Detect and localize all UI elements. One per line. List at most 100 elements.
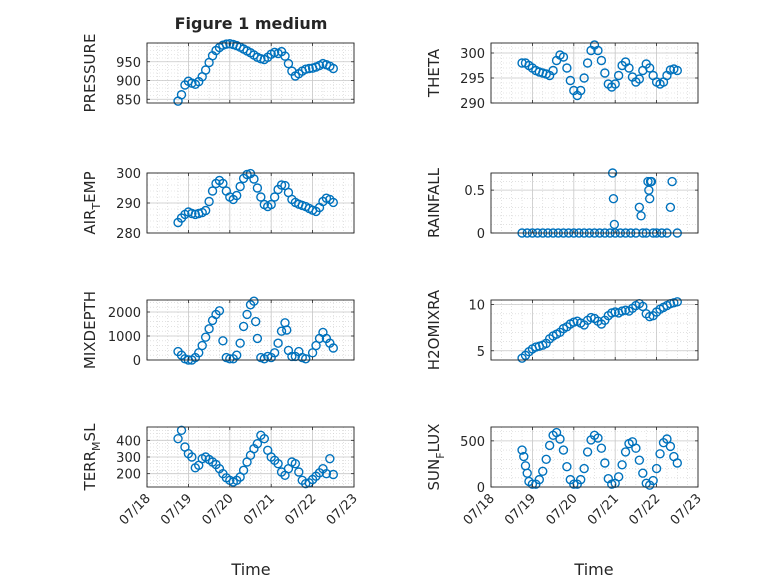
y-tick-label: 850 [116,93,141,108]
data-point [634,202,645,212]
data-point [519,451,529,462]
data-point [290,458,301,469]
data-point [321,468,332,479]
data-point [527,479,538,489]
data-point [665,202,676,212]
data-point [582,58,593,68]
data-point [238,321,249,332]
data-point [624,63,634,73]
data-point [197,340,207,351]
data-point [562,461,572,472]
ylabel-rainfall: RAINFALL [425,167,443,238]
data-point [538,466,548,477]
data-point [304,63,314,74]
data-point [672,65,682,76]
data-point [276,326,287,336]
data-point [231,350,242,360]
data-point [548,65,558,76]
data-point [617,460,627,470]
data-point [600,458,610,468]
data-point [194,348,204,358]
data-point [173,433,183,444]
y-tick-label: 500 [460,435,485,450]
ylabel-terr-msl: TERRMSL [81,423,103,492]
data-point [608,194,619,204]
data-point [269,348,280,358]
data-point [544,440,555,451]
data-point [569,479,579,489]
figure-title: Figure 1 medium [175,14,328,33]
data-point [667,176,677,187]
data-point [282,325,292,335]
data-point [593,433,603,443]
panel-mixdepth: 0 1000 2000 MIXDEPTH [81,291,355,369]
data-point [576,85,586,96]
data-point [328,343,338,353]
data-point [294,467,304,477]
data-point [662,434,672,444]
data-point [218,178,228,189]
data-point [645,63,655,73]
y-tick-label: 300 [116,167,141,182]
y-tick-label: 290 [116,197,141,212]
y-tick-label: 400 [116,434,141,449]
data-point [534,474,544,485]
data-point [638,301,648,312]
ylabel-pressure: PRESSURE [81,34,99,113]
data-point [249,296,259,306]
data-point [325,453,335,464]
data-point [235,338,245,348]
data-point [600,68,610,78]
data-point [269,192,280,202]
data-point [273,458,283,469]
data-point [259,433,269,444]
data-point [562,63,572,73]
data-point [280,51,290,61]
data-point [301,354,311,364]
y-tick-label: 5 [477,345,485,360]
data-point [204,324,214,334]
data-point [648,475,658,486]
data-point [204,196,214,207]
data-point [311,340,321,351]
y-tick-label: 0.5 [464,184,485,199]
y-tick-label: 1000 [108,330,141,345]
y-tick-label: 200 [116,468,141,483]
y-tick-label: 280 [116,227,141,242]
data-point [252,183,263,193]
data-point [218,336,228,346]
y-tick-label: 295 [460,72,485,87]
data-point [646,176,657,187]
data-point [596,55,607,66]
data-point [638,468,648,478]
data-point [579,73,589,83]
data-point [593,45,603,56]
data-point [555,434,565,444]
data-point [176,425,187,436]
data-point [576,474,586,485]
data-point [620,447,631,457]
y-tick-label: 950 [116,56,141,71]
xlabel-time-left: Time [230,560,270,579]
data-point [256,192,266,202]
data-point [221,39,232,49]
y-tick-label: 300 [116,451,141,466]
data-point [200,65,211,75]
data-point [328,197,338,208]
data-point [256,54,266,64]
data-point [252,438,263,449]
ylabel-h2omixra: H2OMIXRA [425,289,443,370]
data-point [613,472,624,482]
axes-frame [490,42,699,104]
data-point [610,79,620,89]
y-tick-label: 10 [468,299,485,314]
axes-frame [146,299,355,361]
data-point [176,90,187,100]
y-tick-label: 0 [477,227,485,242]
data-point [541,454,551,465]
data-point [235,181,245,192]
data-point [665,441,676,452]
panel-rainfall: 0 0.5 RAINFALL [425,167,699,242]
data-point [252,333,263,344]
